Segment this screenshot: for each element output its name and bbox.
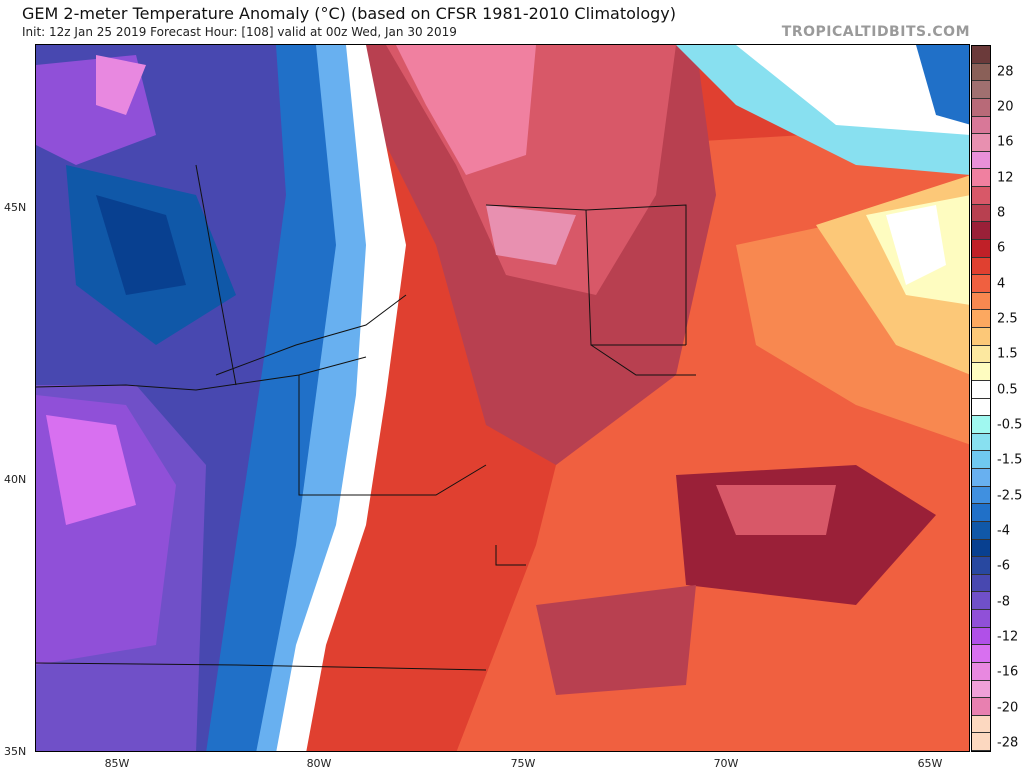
colorbar-label: -20 — [997, 700, 1019, 716]
lon-label-85w: 85W — [104, 757, 130, 770]
colorbar-swatch — [972, 310, 990, 328]
colorbar-label: -0.5 — [997, 417, 1023, 433]
colorbar-label: -12 — [997, 629, 1019, 645]
colorbar-swatch — [972, 151, 990, 170]
colorbar-swatch — [972, 715, 990, 734]
colorbar-swatch — [972, 539, 990, 558]
colorbar-swatch — [972, 363, 990, 381]
brand-watermark: TROPICALTIDBITS.COM — [781, 24, 970, 40]
colorbar-swatch — [972, 292, 990, 311]
colorbar-label: 0.5 — [997, 382, 1018, 398]
colorbar-swatch — [972, 116, 990, 135]
colorbar-label: 8 — [997, 205, 1006, 221]
colorbar-label: -16 — [997, 664, 1019, 680]
colorbar-swatch — [972, 662, 990, 681]
colorbar-swatch — [972, 98, 990, 117]
colorbar-swatch — [972, 239, 990, 258]
colorbar — [971, 45, 991, 752]
colorbar-swatch — [972, 504, 990, 522]
colorbar-label: 1.5 — [997, 346, 1018, 362]
colorbar-label: 28 — [997, 64, 1014, 79]
colorbar-label: 6 — [997, 240, 1006, 256]
colorbar-swatch — [972, 627, 990, 646]
colorbar-swatch — [972, 345, 990, 364]
colorbar-label: -4 — [997, 523, 1010, 539]
colorbar-swatch — [972, 328, 990, 346]
colorbar-label: 16 — [997, 134, 1014, 150]
colorbar-swatch — [972, 557, 990, 575]
colorbar-label: 12 — [997, 170, 1014, 186]
colorbar-label: -28 — [997, 735, 1019, 751]
lon-label-70w: 70W — [713, 757, 739, 770]
lat-label-45n: 45N — [4, 201, 27, 214]
colorbar-swatch — [972, 222, 990, 240]
colorbar-swatch — [972, 416, 990, 434]
lon-label-75w: 75W — [510, 757, 536, 770]
colorbar-label: 20 — [997, 99, 1014, 115]
colorbar-swatch — [972, 46, 990, 64]
colorbar-swatch — [972, 698, 990, 716]
anomaly-field — [36, 45, 969, 751]
lon-label-80w: 80W — [306, 757, 332, 770]
colorbar-swatch — [972, 81, 990, 99]
colorbar-swatch — [972, 610, 990, 628]
colorbar-swatch — [972, 63, 990, 82]
colorbar-swatch — [972, 169, 990, 187]
colorbar-swatch — [972, 380, 990, 399]
colorbar-swatch — [972, 574, 990, 593]
colorbar-label: -1.5 — [997, 452, 1023, 468]
colorbar-label: -8 — [997, 594, 1010, 610]
colorbar-swatch — [972, 486, 990, 505]
temperature-anomaly-map — [35, 44, 970, 752]
lat-label-40n: 40N — [4, 473, 27, 486]
colorbar-swatch — [972, 680, 990, 699]
map-title: GEM 2-meter Temperature Anomaly (°C) (ba… — [22, 4, 677, 23]
colorbar-swatch — [972, 433, 990, 452]
colorbar-swatch — [972, 521, 990, 540]
colorbar-swatch — [972, 733, 990, 751]
colorbar-swatch — [972, 592, 990, 610]
colorbar-swatch — [972, 134, 990, 152]
colorbar-swatch — [972, 257, 990, 276]
colorbar-swatch — [972, 275, 990, 293]
lat-label-35n: 35N — [4, 745, 27, 758]
colorbar-swatch — [972, 398, 990, 417]
colorbar-swatch — [972, 187, 990, 205]
colorbar-label: 2.5 — [997, 311, 1018, 327]
forecast-info: Init: 12z Jan 25 2019 Forecast Hour: [10… — [22, 25, 457, 39]
lon-label-65w: 65W — [917, 757, 943, 770]
colorbar-label: -6 — [997, 558, 1010, 574]
colorbar-swatch — [972, 645, 990, 663]
colorbar-swatch — [972, 469, 990, 487]
colorbar-swatch — [972, 204, 990, 223]
colorbar-swatch — [972, 451, 990, 469]
colorbar-label: -2.5 — [997, 488, 1023, 504]
colorbar-label: 4 — [997, 276, 1006, 292]
